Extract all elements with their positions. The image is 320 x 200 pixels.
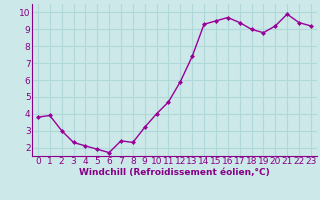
X-axis label: Windchill (Refroidissement éolien,°C): Windchill (Refroidissement éolien,°C) bbox=[79, 168, 270, 177]
